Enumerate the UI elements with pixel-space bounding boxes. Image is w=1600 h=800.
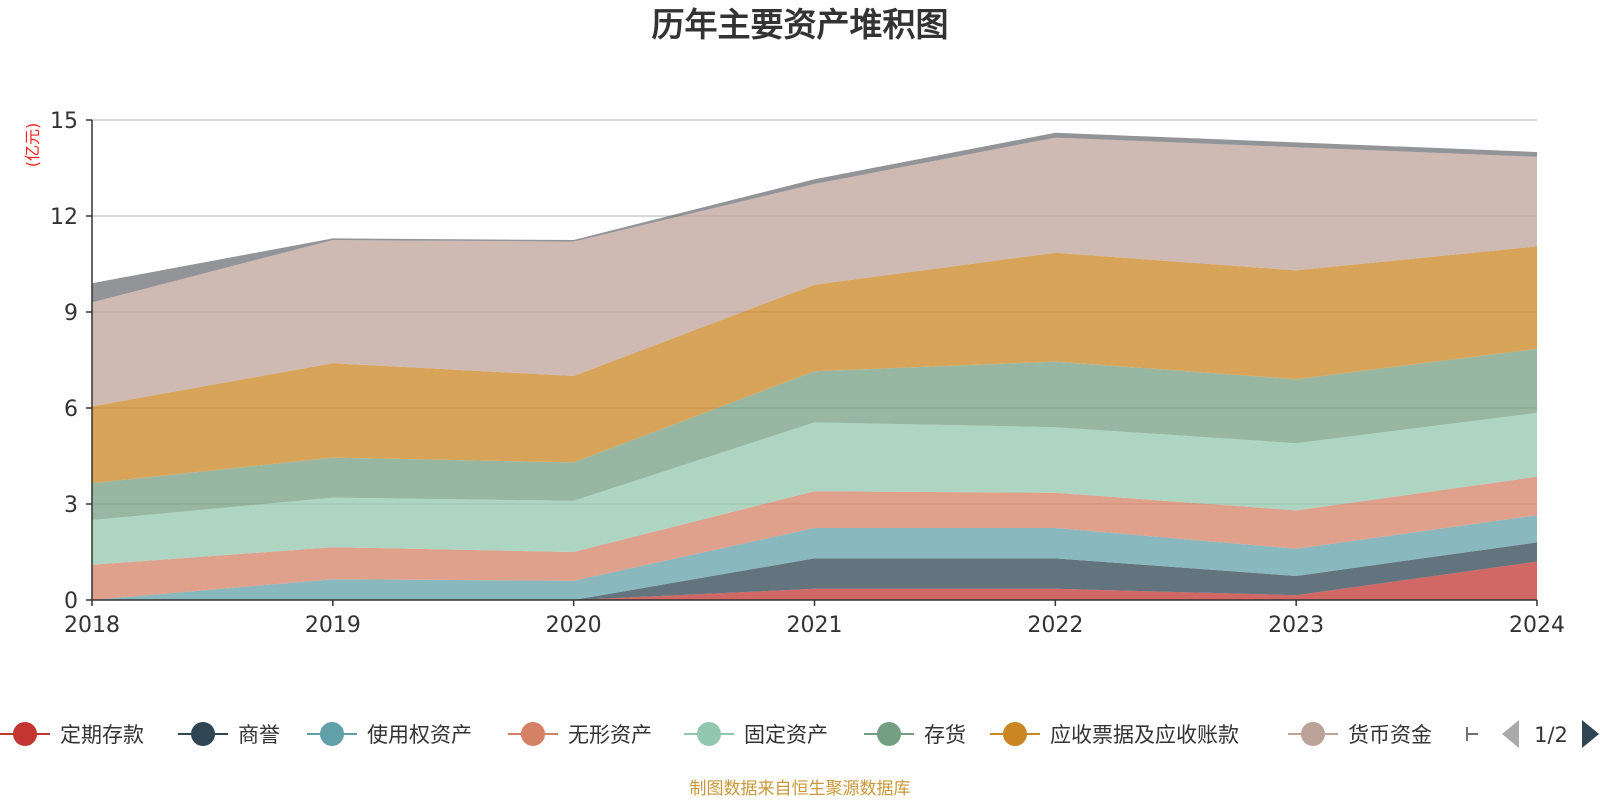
legend-item-truncated[interactable] xyxy=(1466,727,1478,741)
y-tick-label: 15 xyxy=(50,109,78,134)
legend-marker xyxy=(697,722,721,746)
x-tick-label: 2020 xyxy=(546,613,602,638)
y-tick-label: 3 xyxy=(64,493,78,518)
area-无形资产 xyxy=(92,476,1537,600)
x-tick-label: 2023 xyxy=(1268,613,1324,638)
legend-marker xyxy=(877,722,901,746)
y-axis-unit-label: (亿元) xyxy=(23,123,42,168)
area-使用权资产 xyxy=(92,515,1537,600)
area-商誉 xyxy=(92,542,1537,600)
legend-label: 定期存款 xyxy=(60,723,144,747)
y-tick-label: 6 xyxy=(64,397,78,422)
legend-prev-page-icon[interactable] xyxy=(1502,720,1519,748)
y-tick-label: 12 xyxy=(50,205,78,230)
x-tick-label: 2021 xyxy=(787,613,843,638)
legend-marker xyxy=(191,722,215,746)
legend-label: 使用权资产 xyxy=(367,723,472,747)
legend-item-固定资产[interactable]: 固定资产 xyxy=(684,722,828,747)
area-存货 xyxy=(92,348,1537,520)
legend-marker xyxy=(521,722,545,746)
legend-page-indicator: 1/2 xyxy=(1534,723,1568,747)
y-tick-label: 9 xyxy=(64,301,78,326)
x-tick-label: 2019 xyxy=(305,613,361,638)
area-series-layer xyxy=(92,132,1537,600)
x-tick-label: 2018 xyxy=(64,613,120,638)
area-货币资金 xyxy=(92,137,1537,407)
legend-item-无形资产[interactable]: 无形资产 xyxy=(508,722,652,747)
legend-item-商誉[interactable]: 商誉 xyxy=(178,722,280,747)
legend-item-货币资金[interactable]: 货币资金 xyxy=(1288,722,1432,747)
legend: 定期存款 商誉 使用权资产 无形资产 固定资产 存货 应收票据及应收账款 货币资金 1/2 xyxy=(0,720,1599,748)
data-source-footer: 制图数据来自恒生聚源数据库 xyxy=(690,779,911,799)
area-定期存款 xyxy=(92,561,1537,600)
legend-marker xyxy=(320,722,344,746)
legend-item-使用权资产[interactable]: 使用权资产 xyxy=(307,722,472,747)
legend-marker xyxy=(1003,722,1027,746)
y-tick-label: 0 xyxy=(64,589,78,614)
chart-title: 历年主要资产堆积图 xyxy=(652,5,949,44)
legend-label: 货币资金 xyxy=(1348,723,1432,747)
legend-next-page-icon[interactable] xyxy=(1582,720,1599,748)
legend-marker xyxy=(13,722,37,746)
legend-item-存货[interactable]: 存货 xyxy=(864,722,966,747)
area-series-hidden xyxy=(92,132,1537,303)
legend-label: 商誉 xyxy=(238,723,280,747)
x-tick-label: 2022 xyxy=(1027,613,1083,638)
area-应收票据及应收账款 xyxy=(92,246,1537,484)
legend-label: 固定资产 xyxy=(744,723,828,747)
legend-item-应收票据及应收账款[interactable]: 应收票据及应收账款 xyxy=(990,722,1239,747)
legend-label: 无形资产 xyxy=(568,723,652,747)
legend-label: 应收票据及应收账款 xyxy=(1050,723,1239,747)
x-tick-label: 2024 xyxy=(1509,613,1565,638)
axes: 0 3 6 9 12 15 2018 2019 2020 2021 2022 2023 2024 xyxy=(50,109,1565,638)
legend-marker xyxy=(1301,722,1325,746)
legend-label: 存货 xyxy=(924,723,966,747)
legend-item-定期存款[interactable]: 定期存款 xyxy=(0,722,144,747)
area-固定资产 xyxy=(92,412,1537,565)
